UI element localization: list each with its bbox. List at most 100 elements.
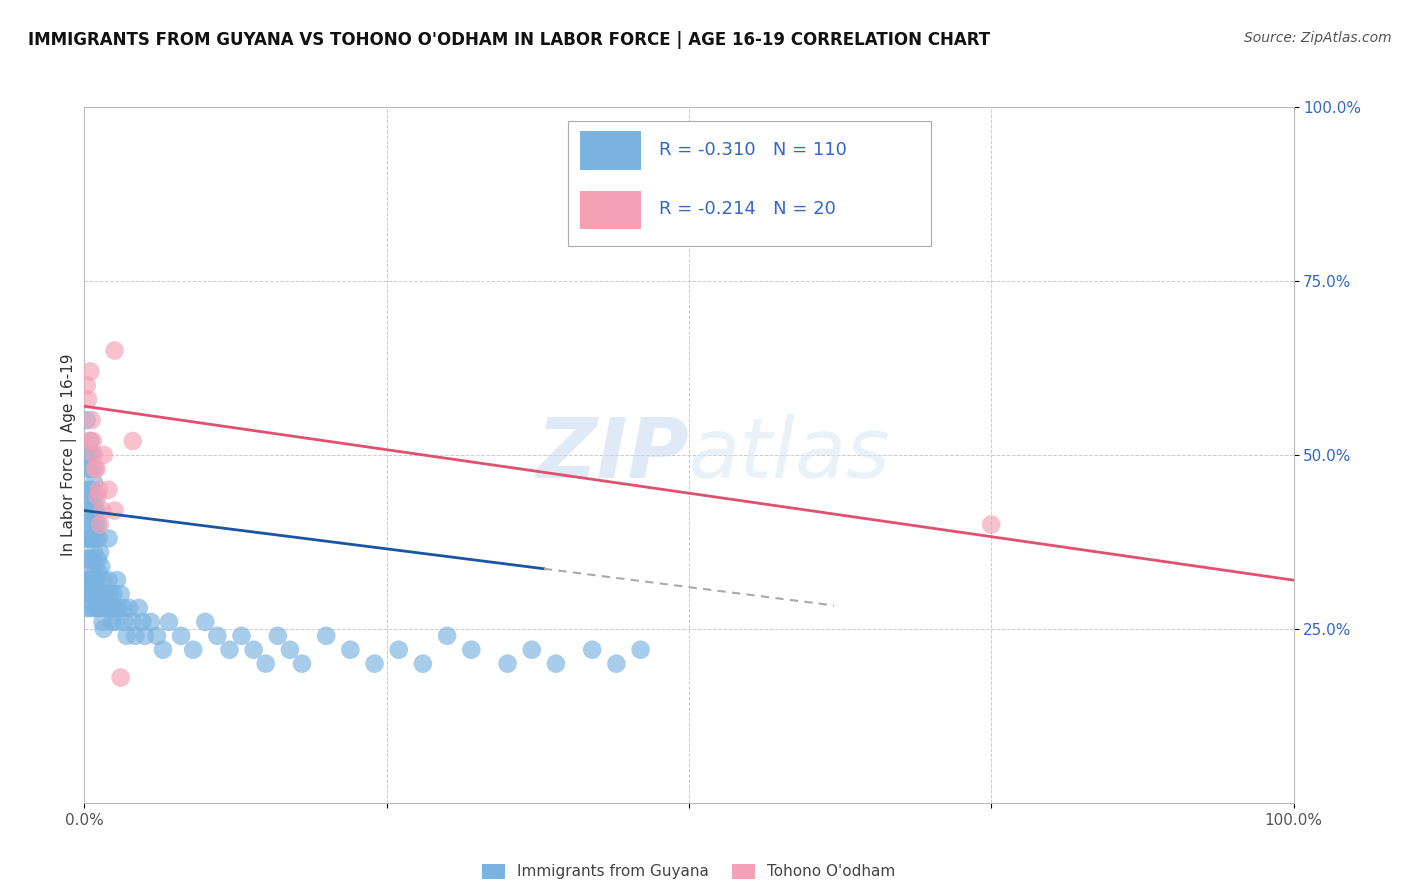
Point — [104, 615, 127, 629]
Point — [96, 601, 118, 615]
Text: ZIP: ZIP — [536, 415, 689, 495]
Point — [170, 629, 193, 643]
Point — [103, 587, 125, 601]
Point — [79, 532, 101, 546]
Point — [77, 573, 100, 587]
Point — [98, 587, 121, 601]
Point — [76, 601, 98, 615]
Point — [91, 503, 114, 517]
Point — [93, 622, 115, 636]
Point — [77, 434, 100, 448]
Point — [83, 601, 105, 615]
Point — [84, 573, 107, 587]
Point — [80, 587, 103, 601]
Point — [83, 503, 105, 517]
Point — [278, 642, 301, 657]
Point — [86, 601, 108, 615]
Point — [315, 629, 337, 643]
Bar — [581, 191, 641, 229]
Point — [134, 629, 156, 643]
Point — [291, 657, 314, 671]
Point — [436, 629, 458, 643]
Text: R = -0.310   N = 110: R = -0.310 N = 110 — [659, 141, 846, 159]
Point — [104, 601, 127, 615]
Legend: Immigrants from Guyana, Tohono O'odham: Immigrants from Guyana, Tohono O'odham — [477, 857, 901, 886]
Point — [107, 601, 129, 615]
Point — [124, 629, 146, 643]
Point — [77, 490, 100, 504]
Point — [75, 532, 97, 546]
Point — [112, 601, 135, 615]
Point — [89, 517, 111, 532]
Point — [520, 642, 543, 657]
Point — [94, 587, 117, 601]
Point — [104, 503, 127, 517]
Point — [77, 448, 100, 462]
Point — [77, 532, 100, 546]
Point — [82, 566, 104, 581]
Point — [77, 392, 100, 407]
Point — [86, 503, 108, 517]
Point — [87, 483, 110, 497]
Point — [101, 615, 124, 629]
Point — [86, 490, 108, 504]
Point — [77, 462, 100, 476]
Point — [128, 601, 150, 615]
Point — [231, 629, 253, 643]
Point — [118, 601, 141, 615]
Point — [86, 587, 108, 601]
Point — [76, 503, 98, 517]
Point — [412, 657, 434, 671]
Point — [84, 559, 107, 574]
Point — [139, 615, 162, 629]
Point — [91, 573, 114, 587]
Point — [82, 587, 104, 601]
Y-axis label: In Labor Force | Age 16-19: In Labor Force | Age 16-19 — [62, 353, 77, 557]
Point — [82, 434, 104, 448]
Point — [80, 552, 103, 566]
Point — [90, 559, 112, 574]
Point — [84, 462, 107, 476]
Point — [93, 448, 115, 462]
Point — [115, 629, 138, 643]
Point — [87, 532, 110, 546]
Point — [83, 475, 105, 490]
Point — [181, 642, 204, 657]
Point — [76, 552, 98, 566]
Text: Source: ZipAtlas.com: Source: ZipAtlas.com — [1244, 31, 1392, 45]
Point — [82, 532, 104, 546]
Point — [91, 615, 114, 629]
Point — [86, 517, 108, 532]
Point — [97, 483, 120, 497]
Point — [77, 483, 100, 497]
Point — [363, 657, 385, 671]
Point — [254, 657, 277, 671]
Point — [90, 601, 112, 615]
Point — [87, 566, 110, 581]
Point — [80, 573, 103, 587]
Point — [84, 490, 107, 504]
Point — [157, 615, 180, 629]
Point — [131, 615, 153, 629]
Point — [79, 573, 101, 587]
Point — [267, 629, 290, 643]
Point — [581, 642, 603, 657]
Point — [97, 573, 120, 587]
Point — [84, 517, 107, 532]
Point — [980, 517, 1002, 532]
Point — [218, 642, 240, 657]
Point — [83, 545, 105, 559]
Point — [207, 629, 229, 643]
Point — [76, 413, 98, 427]
Point — [86, 532, 108, 546]
Point — [76, 378, 98, 392]
Point — [105, 573, 128, 587]
Point — [544, 657, 567, 671]
Point — [86, 552, 108, 566]
Point — [77, 573, 100, 587]
Point — [80, 448, 103, 462]
Point — [339, 642, 361, 657]
Point — [77, 517, 100, 532]
Point — [110, 671, 132, 685]
Point — [79, 503, 101, 517]
